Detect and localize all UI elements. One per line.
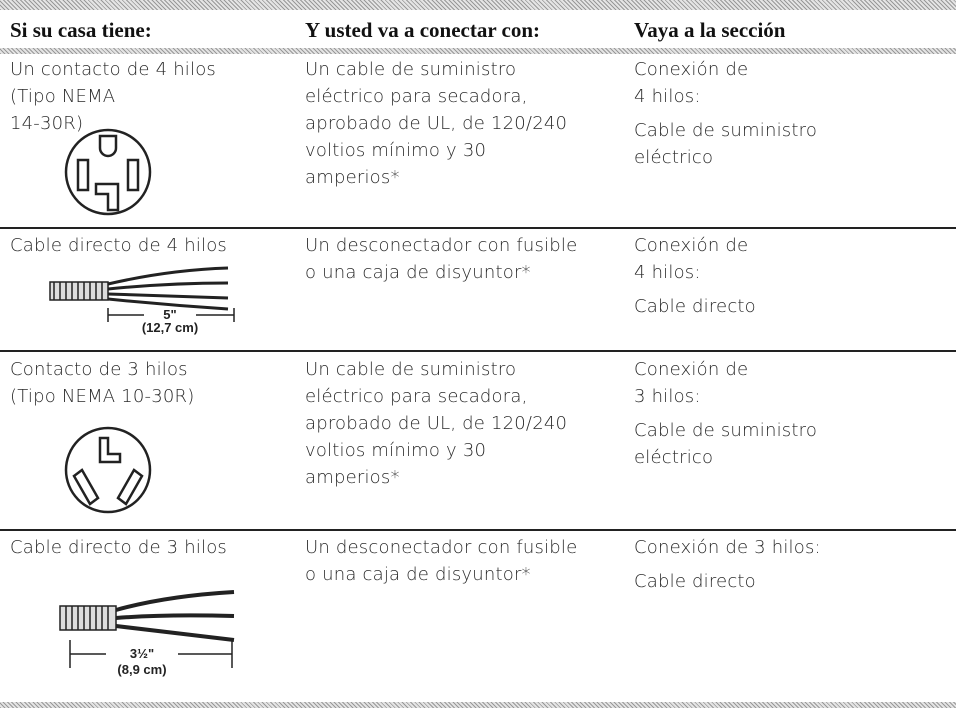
row-divider: [0, 350, 956, 352]
header-cell: Si su casa tiene:: [10, 18, 152, 42]
house-text: Contacto de 3 hilos: [10, 359, 188, 380]
section-text: 4 hilos:: [634, 86, 701, 107]
connect-text: amperios*: [305, 167, 400, 188]
connect-text: amperios*: [305, 467, 400, 488]
connect-text: Un cable de suministro: [305, 359, 517, 380]
house-text: Cable directo de 3 hilos: [10, 537, 228, 558]
dimension-label: 3½": [130, 646, 154, 661]
connect-text: aprobado de UL, de 120/240: [305, 413, 568, 434]
connect-text: Un desconectador con fusible: [305, 235, 578, 256]
cable-3-wire-icon: 3½" (8,9 cm): [59, 590, 235, 677]
connect-text: voltios mínimo y 30: [305, 440, 487, 461]
row-divider: [0, 227, 956, 229]
section-text: Cable directo: [634, 571, 756, 592]
header-cell: Vaya a la sección: [634, 18, 786, 42]
section-text: 4 hilos:: [634, 262, 701, 283]
section-text: Conexión de: [634, 359, 749, 380]
dimension-label: 5": [163, 307, 176, 322]
outlet-3-wire-icon: [64, 426, 152, 514]
section-text: eléctrico: [634, 447, 714, 468]
top-rule: [0, 0, 956, 10]
connect-text: eléctrico para secadora,: [305, 386, 528, 407]
section-text: Conexión de 3 hilos:: [634, 537, 821, 558]
cable-4-wire-icon: 5" (12,7 cm): [49, 266, 235, 335]
house-text: Cable directo de 4 hilos: [10, 235, 228, 256]
section-text: Cable directo: [634, 296, 756, 317]
connect-text: o una caja de disyuntor*: [305, 564, 531, 585]
connect-text: voltios mínimo y 30: [305, 140, 487, 161]
section-text: Cable de suministro: [634, 420, 818, 441]
dimension-label: (12,7 cm): [142, 320, 198, 335]
house-text: Un contacto de 4 hilos: [10, 59, 216, 80]
connect-text: Un desconectador con fusible: [305, 537, 578, 558]
house-text: (Tipo NEMA 10-30R): [10, 386, 195, 407]
section-text: 3 hilos:: [634, 386, 701, 407]
connect-text: o una caja de disyuntor*: [305, 262, 531, 283]
house-text: (Tipo NEMA: [10, 86, 116, 107]
section-text: Conexión de: [634, 235, 749, 256]
section-text: Conexión de: [634, 59, 749, 80]
connect-text: Un cable de suministro: [305, 59, 517, 80]
bottom-rule: [0, 702, 956, 708]
section-text: Cable de suministro: [634, 120, 818, 141]
dimension-label: (8,9 cm): [117, 662, 166, 677]
connect-text: aprobado de UL, de 120/240: [305, 113, 568, 134]
house-text: 14-30R): [10, 113, 84, 134]
header-rule: [0, 48, 956, 54]
header-cell: Y usted va a conectar con:: [305, 18, 541, 42]
section-text: eléctrico: [634, 147, 714, 168]
outlet-4-wire-icon: [64, 128, 152, 216]
row-divider: [0, 529, 956, 531]
connect-text: eléctrico para secadora,: [305, 86, 528, 107]
